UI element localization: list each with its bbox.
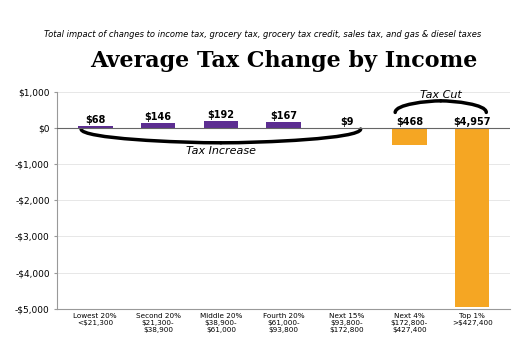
Bar	[266, 122, 301, 128]
FancyArrowPatch shape	[395, 101, 441, 112]
Text: $68: $68	[85, 114, 106, 125]
Text: $167: $167	[270, 111, 297, 121]
FancyArrowPatch shape	[81, 129, 221, 143]
Bar	[78, 126, 112, 128]
FancyArrowPatch shape	[221, 129, 361, 143]
Text: $192: $192	[207, 110, 234, 120]
FancyArrowPatch shape	[441, 101, 486, 112]
Text: Total impact of changes to income tax, grocery tax, grocery tax credit, sales ta: Total impact of changes to income tax, g…	[44, 30, 481, 39]
Bar	[392, 128, 427, 145]
Text: $468: $468	[396, 117, 423, 127]
Text: $9: $9	[340, 117, 353, 127]
Bar	[455, 128, 489, 307]
Text: Tax Cut: Tax Cut	[420, 90, 461, 100]
Text: $146: $146	[144, 112, 172, 122]
Bar	[204, 121, 238, 128]
Bar	[141, 123, 175, 128]
Text: Tax Increase: Tax Increase	[186, 146, 256, 156]
Text: $4,957: $4,957	[454, 117, 491, 127]
Title: Average Tax Change by Income: Average Tax Change by Income	[90, 50, 477, 72]
